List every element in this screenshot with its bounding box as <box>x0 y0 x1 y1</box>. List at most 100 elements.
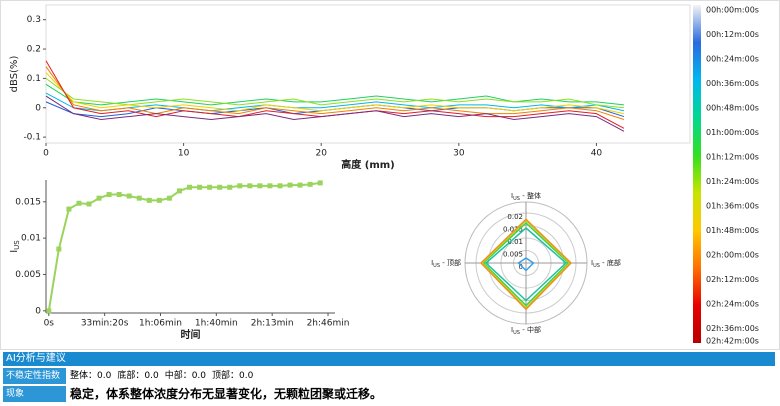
point-marker <box>257 183 263 189</box>
point-marker <box>96 195 102 201</box>
index-name: 中部： <box>164 371 192 381</box>
analysis-panel: AI分析与建议 不稳定性指数 整体：0.0 底部：0.0 中部：0.0 顶部：0.0 … <box>3 352 775 402</box>
colorbar-label: 00h:00m:00s <box>706 6 759 15</box>
colorbar-label: 01h:36m:00s <box>706 202 759 211</box>
point-marker <box>207 184 213 190</box>
x-tick-label: 10 <box>178 149 190 159</box>
colorbar-label: 00h:12m:00s <box>706 30 759 39</box>
point-marker <box>136 195 142 201</box>
point-marker <box>176 188 182 194</box>
plot-border <box>45 4 691 144</box>
colorbar-label: 01h:12m:00s <box>706 153 759 162</box>
x-axis-label: 时间 <box>181 328 201 341</box>
radar-series <box>517 257 535 272</box>
radar-tick-label: 0.005 <box>503 251 523 259</box>
panel-title: AI分析与建议 <box>3 352 775 366</box>
radar-tick-label: 0.01 <box>507 238 523 246</box>
colorbar-label: 02h:42m:00s <box>706 337 759 346</box>
point-marker <box>307 181 313 187</box>
colorbar-label: 02h:36m:00s <box>706 324 759 333</box>
point-marker <box>197 184 203 190</box>
series-line <box>45 66 625 120</box>
y-axis-label: dBS(%) <box>9 56 20 93</box>
index-value: 0.0 <box>239 371 254 381</box>
radar-series <box>482 221 570 307</box>
series-line <box>45 83 625 106</box>
x-tick-label: 2h:46min <box>307 319 350 329</box>
point-marker <box>146 197 152 203</box>
x-tick-label: 2h:13min <box>251 319 294 329</box>
point-marker <box>187 184 193 190</box>
colorbar-label: 01h:24m:00s <box>706 177 759 186</box>
radar-axis-label: IUS - 中部 <box>511 325 541 336</box>
index-values: 整体：0.0 底部：0.0 中部：0.0 顶部：0.0 <box>66 368 259 384</box>
axis-name: - 顶部 <box>440 258 461 267</box>
point-marker <box>126 193 132 199</box>
axis-symbol: I <box>431 259 433 267</box>
colorbar-label: 00h:48m:00s <box>706 104 759 113</box>
axis-sub: US <box>433 263 440 269</box>
point-marker <box>237 183 243 189</box>
point-marker <box>106 192 112 198</box>
index-name: 顶部： <box>212 371 240 381</box>
y-tick-label: 0.015 <box>15 197 41 207</box>
frame <box>0 0 780 350</box>
axis-name: - 中部 <box>520 325 541 334</box>
index-name: 整体： <box>70 371 98 381</box>
point-marker <box>297 182 303 188</box>
y-tick-label: 0 <box>35 306 41 316</box>
y-axis-label-sub: US <box>13 240 21 250</box>
x-tick-label: 40 <box>591 149 603 159</box>
x-tick-label: 33min:20s <box>81 319 129 329</box>
series-line <box>45 95 625 132</box>
point-marker <box>46 308 52 314</box>
x-tick-label: 30 <box>453 149 465 159</box>
x-tick-label: 20 <box>315 149 327 159</box>
x-tick-label: 0s <box>44 319 55 329</box>
point-marker <box>116 192 122 198</box>
colorbar-label: 02h:00m:00s <box>706 251 759 260</box>
y-tick-label: -0.1 <box>23 133 41 143</box>
row-label: 现象 <box>3 386 66 402</box>
colorbar-label: 00h:24m:00s <box>706 55 759 64</box>
series-line <box>47 181 321 311</box>
series-line <box>45 78 625 109</box>
x-axis-label: 高度 (mm) <box>341 158 394 171</box>
index-value: 0.0 <box>97 371 112 381</box>
point-marker <box>76 200 82 206</box>
y-tick-label: 0.3 <box>27 15 41 25</box>
y-axis-label: IUS <box>9 240 21 253</box>
colorbar-label: 01h:00m:00s <box>706 128 759 137</box>
y-tick-label: 0.01 <box>21 234 41 244</box>
radar-axis-label: IUS - 整体 <box>511 191 541 202</box>
radar-series <box>484 227 568 302</box>
y-tick-label: 0 <box>35 103 41 113</box>
radar-tick-label: 0.015 <box>503 226 523 234</box>
colorbar-label: 02h:12m:00s <box>706 275 759 284</box>
axis-sub: US <box>513 330 520 336</box>
y-tick-label: 0.2 <box>27 45 41 55</box>
index-value: 0.0 <box>191 371 207 381</box>
point-marker <box>317 180 323 186</box>
axis-name: - 整体 <box>520 191 541 200</box>
axis-sub: US <box>593 263 600 269</box>
y-tick-label: 0.1 <box>27 74 41 84</box>
point-marker <box>166 195 172 201</box>
point-marker <box>247 183 253 189</box>
point-marker <box>66 206 72 212</box>
colorbar-label: 00h:36m:00s <box>706 79 759 88</box>
index-name: 底部： <box>117 371 145 381</box>
index-value: 0.0 <box>144 371 159 381</box>
radar-series <box>481 219 571 310</box>
x-tick-label: 1h:06min <box>139 319 182 329</box>
point-marker <box>267 183 273 189</box>
radar-axis-label: IUS - 顶部 <box>431 258 461 269</box>
point-marker <box>227 184 233 190</box>
radar-axis-label: IUS - 底部 <box>591 258 621 269</box>
point-marker <box>86 201 92 207</box>
x-tick-label: 1h:40min <box>195 319 238 329</box>
y-tick-label: 0.005 <box>15 270 41 280</box>
phenomenon-row: 现象 稳定，体系整体浓度分布无显著变化，无颗粒团聚或迁移。 <box>3 386 775 402</box>
phenomenon-text: 稳定，体系整体浓度分布无显著变化，无颗粒团聚或迁移。 <box>70 387 383 401</box>
